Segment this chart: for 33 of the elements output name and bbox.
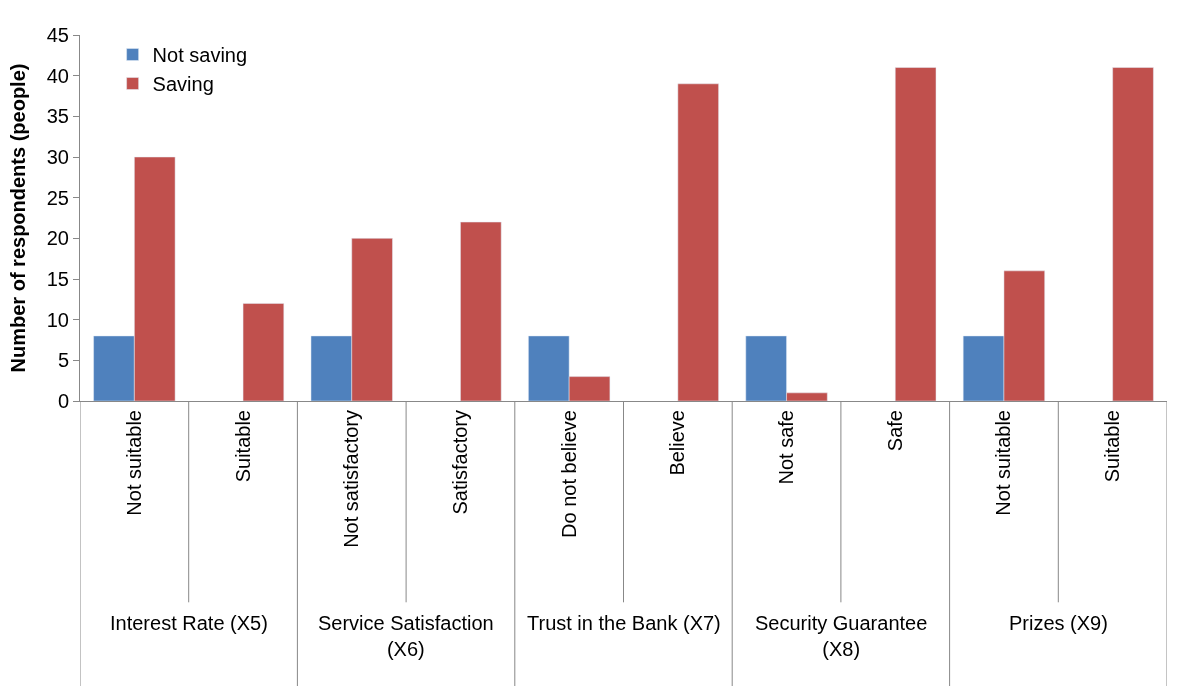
text: Service Satisfaction (X6) (318, 612, 494, 660)
x-tick-label: Suitable (1101, 410, 1124, 483)
y-tick-label: 35 (46, 105, 69, 128)
bar (895, 67, 937, 401)
y-tick-label: 25 (46, 186, 69, 209)
legend-label: Saving (152, 73, 214, 96)
y-tick-label: 5 (57, 349, 69, 372)
x-tick-label: Not suitable (122, 410, 145, 516)
x-tick-label: Safe (883, 410, 906, 452)
text: Trust in the Bank (X7) (527, 612, 721, 634)
bar (677, 83, 719, 401)
y-tick-label: 20 (46, 227, 69, 250)
bar (242, 303, 285, 401)
text: Prizes (X9) (1009, 612, 1108, 634)
x-tick-label: Satisfactory (448, 410, 471, 515)
y-tick-label: 40 (46, 64, 69, 87)
x-tick-label: Believe (666, 410, 689, 476)
bar (460, 221, 502, 401)
x-tick-label: Not suitable (992, 410, 1015, 516)
bar (1112, 67, 1154, 401)
y-tick-label: 0 (57, 390, 69, 412)
legend-label: Not saving (152, 44, 248, 67)
y-tick-label: 45 (46, 24, 69, 46)
y-tick-label: 30 (46, 146, 69, 168)
text: Security Guarantee (X8) (755, 612, 928, 660)
y-axis-title: Number of respondents (people) (7, 63, 30, 373)
x-tick-label: Not satisfactory (340, 410, 363, 548)
y-tick-label: 15 (46, 268, 69, 290)
x-tick-label: Not safe (775, 410, 798, 485)
y-tick-label: 10 (46, 308, 69, 331)
text: Interest Rate (X5) (110, 612, 268, 634)
x-tick-label: Do not believe (557, 410, 580, 538)
x-tick-label: Suitable (231, 410, 254, 483)
